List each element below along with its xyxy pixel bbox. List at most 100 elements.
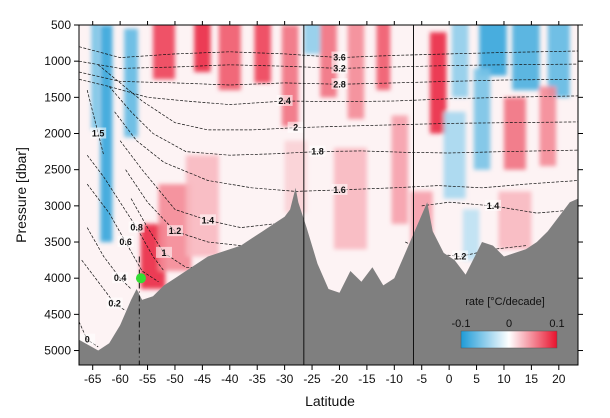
x-tick-label: -25 bbox=[303, 372, 321, 386]
contour-label: 1.5 bbox=[92, 129, 105, 139]
contour-label: 1.2 bbox=[454, 251, 467, 261]
x-tick-label: -45 bbox=[194, 372, 212, 386]
contour-label-bg bbox=[166, 225, 183, 237]
colorbar-ticks: -0.1 0 0.1 bbox=[452, 318, 565, 330]
x-tick-label: 0 bbox=[446, 372, 453, 386]
x-tick-label: 20 bbox=[552, 372, 566, 386]
contour-label: 1.4 bbox=[487, 201, 500, 211]
y-tick-label: 5000 bbox=[44, 344, 71, 358]
x-tick-label: -30 bbox=[276, 372, 294, 386]
contour-label: 1.2 bbox=[169, 226, 182, 236]
contour-label-bg bbox=[452, 250, 469, 262]
contour-line bbox=[79, 46, 578, 58]
contour-label: 0.4 bbox=[114, 273, 127, 283]
x-tick-label: -20 bbox=[331, 372, 349, 386]
anomaly-patch bbox=[333, 147, 367, 250]
anomaly-patch bbox=[185, 155, 219, 257]
plot-frame bbox=[78, 24, 579, 366]
x-tick-label: 10 bbox=[497, 372, 511, 386]
anomaly-patch bbox=[284, 140, 307, 214]
contour-label-bg bbox=[128, 221, 145, 233]
contour-label-bg bbox=[485, 199, 502, 211]
x-tick-label: -5 bbox=[416, 372, 427, 386]
colorbar-gradient bbox=[460, 330, 558, 349]
anomaly-patch bbox=[391, 115, 409, 224]
x-tick-label: -10 bbox=[386, 372, 404, 386]
contour-label: 2.8 bbox=[333, 79, 346, 89]
contour-label: 1.4 bbox=[202, 215, 215, 225]
contour-line bbox=[421, 201, 578, 214]
contour-label-bg bbox=[79, 333, 96, 345]
x-tick-label: -15 bbox=[358, 372, 376, 386]
x-tick-label: 5 bbox=[473, 372, 480, 386]
contour-label: 2.4 bbox=[278, 96, 291, 106]
contour-label: 1 bbox=[161, 248, 166, 258]
seafloor-bathymetry bbox=[79, 187, 578, 365]
anomaly-patch bbox=[512, 25, 540, 91]
anomaly-patch bbox=[376, 25, 391, 91]
contour-line bbox=[108, 86, 578, 156]
anomaly-patch bbox=[194, 25, 211, 73]
x-tick-label: -65 bbox=[84, 372, 102, 386]
contour-label-bg bbox=[90, 127, 107, 139]
y-tick-label: 3000 bbox=[44, 199, 71, 213]
temperature-contours: 3.63.2 2.8 2.4 2 1.8 1.6 1.4 1.4 1.2 1.2 1 0.8 0.6 0.… bbox=[79, 46, 578, 348]
contour-label: 1.6 bbox=[333, 185, 346, 195]
anomaly-patch bbox=[254, 25, 271, 83]
contour-label: 1.8 bbox=[311, 147, 324, 157]
anomaly-patch bbox=[503, 97, 526, 170]
contour-line bbox=[86, 154, 165, 272]
anomaly-patch bbox=[462, 209, 480, 261]
contour-label: 3.2 bbox=[333, 63, 346, 73]
x-axis-title: Latitude bbox=[305, 393, 355, 409]
y-axis: 500 1000 1500 2000 2500 3000 3500 4000 4500 5000 bbox=[44, 18, 583, 358]
anomaly-patch bbox=[91, 25, 100, 130]
anomaly-patch bbox=[498, 191, 532, 250]
colorbar-tick-label: -0.1 bbox=[452, 318, 471, 330]
x-axis: -65 -60 -55 -50 -45 -40 -35 -30 -25 -20 -15 -10 -5 0 5… bbox=[84, 21, 566, 386]
y-tick-label: 500 bbox=[51, 18, 71, 32]
contour-label: 0 bbox=[85, 335, 90, 345]
contour-label: 3.6 bbox=[333, 53, 346, 63]
contour-line bbox=[79, 71, 578, 86]
contour-label-bg bbox=[331, 78, 348, 90]
x-tick-label: 15 bbox=[525, 372, 539, 386]
anomaly-patch bbox=[451, 25, 469, 98]
plot-area: 3.63.2 2.8 2.4 2 1.8 1.6 1.4 1.4 1.2 1.2 1 0.8 0.6 0.… bbox=[79, 25, 578, 365]
anomaly-patch bbox=[303, 25, 321, 54]
contour-line bbox=[97, 64, 578, 131]
x-tick-label: -50 bbox=[166, 372, 184, 386]
y-tick-label: 2500 bbox=[44, 163, 71, 177]
x-tick-label: -40 bbox=[221, 372, 239, 386]
anomaly-patch bbox=[539, 86, 557, 167]
contour-label-bg bbox=[199, 214, 216, 226]
y-tick-label: 1000 bbox=[44, 54, 71, 68]
contour-label-bg bbox=[331, 51, 348, 63]
contour-label-bg bbox=[106, 297, 123, 309]
station-marker bbox=[135, 273, 146, 284]
y-tick-label: 2000 bbox=[44, 127, 71, 141]
contour-label-bg bbox=[155, 246, 172, 258]
contour-line bbox=[119, 140, 274, 228]
anomaly-patch bbox=[473, 68, 491, 170]
contour-label-bg bbox=[276, 94, 293, 106]
colorbar-tick-label: 0.1 bbox=[549, 318, 564, 330]
contour-line bbox=[114, 111, 578, 192]
y-tick-label: 1500 bbox=[44, 90, 71, 104]
y-tick-label: 3500 bbox=[44, 235, 71, 249]
colorbar-title: rate [°C/decade] bbox=[465, 296, 545, 308]
contour-label-bg bbox=[309, 145, 326, 157]
contour-label-bg bbox=[112, 272, 129, 284]
contour-label: 0.8 bbox=[130, 223, 143, 233]
anomaly-patch bbox=[429, 32, 447, 134]
anomaly-patch bbox=[443, 111, 466, 199]
anomaly-patch bbox=[479, 25, 507, 76]
colorbar-tick-label: 0 bbox=[506, 318, 512, 330]
anomaly-patch bbox=[218, 25, 241, 91]
colorbar: rate [°C/decade] -0.1 0 0.1 bbox=[452, 296, 565, 349]
contour-label-bg bbox=[331, 183, 348, 195]
contour-label-bg bbox=[117, 236, 134, 248]
contour-label: 2 bbox=[293, 123, 298, 133]
contour-label-bg bbox=[331, 62, 348, 74]
